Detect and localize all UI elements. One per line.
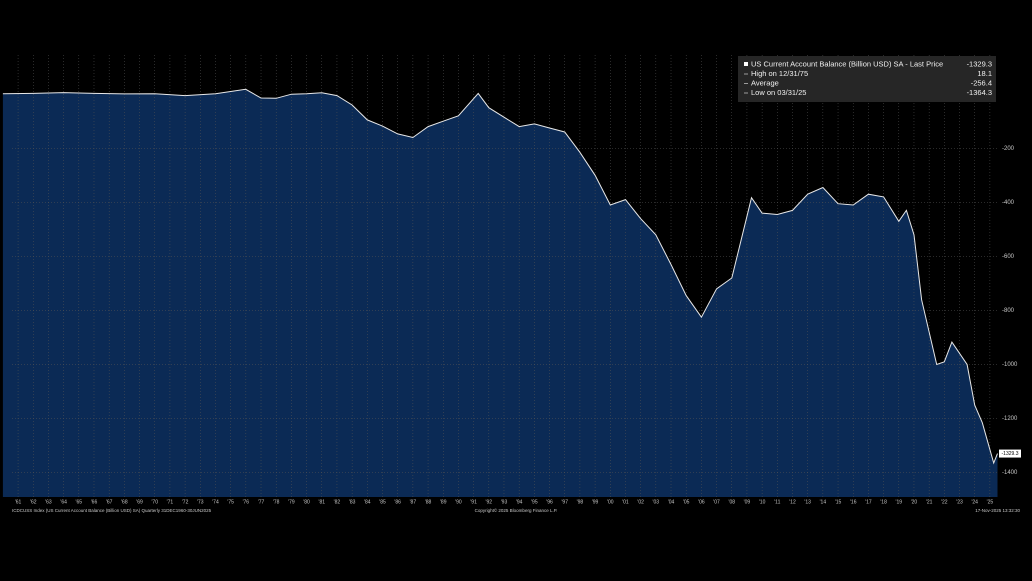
x-tick-label: '01 [622, 499, 629, 505]
x-tick-label: '25 [987, 499, 994, 505]
x-tick-label: '85 [379, 499, 386, 505]
legend-stat-value: 18.1 [977, 69, 992, 78]
x-tick-label: '07 [713, 499, 720, 505]
x-tick-label: '93 [501, 499, 508, 505]
x-tick-label: '69 [136, 499, 143, 505]
legend-stat-label: Low on 03/31/25 [751, 88, 806, 97]
x-tick-label: '24 [971, 499, 978, 505]
x-tick-label: '83 [349, 499, 356, 505]
x-tick-label: '78 [273, 499, 280, 505]
x-tick-label: '18 [880, 499, 887, 505]
x-tick-label: '61 [15, 499, 22, 505]
x-tick-label: '97 [561, 499, 568, 505]
plot-area [2, 55, 999, 498]
x-tick-label: '94 [516, 499, 523, 505]
x-tick-label: '67 [106, 499, 113, 505]
y-tick-label: -1200 [1002, 416, 1018, 422]
x-tick-label: '03 [653, 499, 660, 505]
y-tick-label: -400 [1002, 200, 1015, 206]
x-tick-label: '19 [896, 499, 903, 505]
x-tick-label: '82 [334, 499, 341, 505]
x-tick-label: '04 [668, 499, 675, 505]
source-note: ICDCUSS Index (US Current Account Balanc… [12, 508, 212, 513]
y-tick-label: -600 [1002, 254, 1015, 260]
legend-stat-value: -1364.3 [967, 88, 992, 97]
x-tick-label: '64 [60, 499, 67, 505]
x-tick-label: '72 [182, 499, 189, 505]
x-tick-label: '77 [258, 499, 265, 505]
x-tick-label: '71 [167, 499, 174, 505]
x-tick-label: '68 [121, 499, 128, 505]
x-tick-label: '70 [151, 499, 158, 505]
copyright: Copyright© 2025 Bloomberg Finance L.P. [475, 507, 558, 513]
x-tick-label: '98 [577, 499, 584, 505]
x-tick-label: '65 [76, 499, 83, 505]
x-tick-label: '66 [91, 499, 98, 505]
x-tick-label: '17 [865, 499, 872, 505]
x-tick-label: '05 [683, 499, 690, 505]
line [2, 88, 998, 465]
x-tick-label: '88 [425, 499, 432, 505]
x-tick-label: '91 [470, 499, 477, 505]
x-tick-label: '81 [319, 499, 326, 505]
x-tick-label: '10 [759, 499, 766, 505]
x-tick-label: '95 [531, 499, 538, 505]
x-tick-label: '23 [956, 499, 963, 505]
y-tick-label: -800 [1002, 308, 1015, 314]
legend-value: -1329.3 [967, 59, 992, 68]
x-tick-label: '87 [410, 499, 417, 505]
x-tick-label: '15 [835, 499, 842, 505]
x-tick-label: '09 [744, 499, 751, 505]
legend-box [738, 56, 996, 102]
y-tick-label: -200 [1002, 146, 1015, 152]
legend-stat-value: -256.4 [971, 78, 992, 87]
x-tick-label: '21 [926, 499, 933, 505]
x-tick-label: '14 [820, 499, 827, 505]
x-tick-label: '20 [911, 499, 918, 505]
x-tick-label: '75 [227, 499, 234, 505]
x-tick-label: '89 [440, 499, 447, 505]
area [2, 89, 998, 498]
x-tick-label: '79 [288, 499, 295, 505]
y-tick-label: -1000 [1002, 362, 1018, 368]
x-tick-label: '84 [364, 499, 371, 505]
x-tick-label: '11 [774, 499, 780, 505]
x-tick-label: '99 [592, 499, 599, 505]
x-tick-label: '00 [607, 499, 614, 505]
x-tick-label: '96 [546, 499, 553, 505]
x-tick-label: '73 [197, 499, 204, 505]
last-price-tag [999, 449, 1021, 458]
x-tick-label: '02 [637, 499, 644, 505]
x-tick-label: '92 [486, 499, 493, 505]
x-tick-label: '62 [30, 499, 37, 505]
x-tick-label: '13 [804, 499, 811, 505]
x-tick-label: '22 [941, 499, 948, 505]
timestamp: 17-Nov-2025 13:32:30 [975, 508, 1020, 513]
legend-swatch [744, 62, 748, 66]
x-tick-label: '12 [789, 499, 796, 505]
x-tick-label: '80 [303, 499, 310, 505]
x-tick-label: '76 [243, 499, 250, 505]
x-tick-label: '16 [850, 499, 857, 505]
x-tick-label: '63 [45, 499, 52, 505]
y-tick-label: -1400 [1002, 470, 1018, 476]
legend-label: US Current Account Balance (Billion USD)… [751, 59, 943, 68]
legend-stat-label: High on 12/31/75 [751, 69, 808, 78]
last-price-label: -1329.3 [1002, 451, 1019, 457]
legend-stat-label: Average [751, 78, 779, 87]
x-tick-label: '86 [394, 499, 401, 505]
x-tick-label: '74 [212, 499, 219, 505]
x-tick-label: '06 [698, 499, 705, 505]
x-tick-label: '90 [455, 499, 462, 505]
x-tick-label: '08 [728, 499, 735, 505]
